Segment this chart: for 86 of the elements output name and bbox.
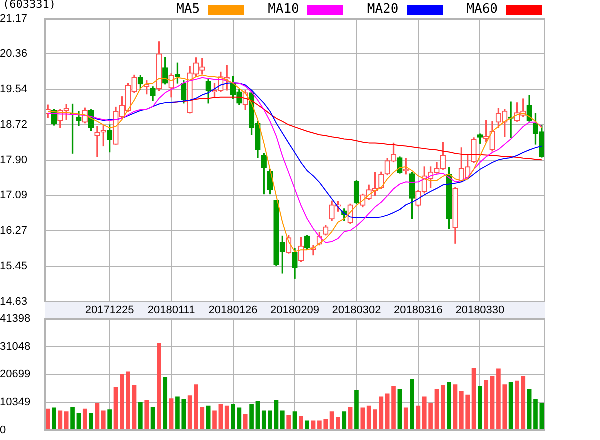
x-tick-label: 20180126: [208, 304, 258, 317]
bar: [256, 401, 260, 430]
bar: [416, 406, 421, 430]
bar: [150, 406, 156, 430]
bar: [280, 410, 285, 430]
y-tick-label: 31048: [0, 340, 31, 353]
bar: [138, 402, 143, 430]
bar: [508, 382, 514, 430]
y-tick-label: 15.45: [0, 260, 28, 273]
bar: [163, 377, 168, 430]
bar: [305, 420, 310, 430]
bar: [250, 404, 254, 430]
bar: [89, 413, 94, 430]
x-tick-label: 20171225: [85, 304, 134, 317]
y-tick-label: 18.72: [0, 119, 28, 132]
bar: [366, 406, 372, 430]
bar: [237, 408, 242, 430]
bar: [144, 400, 150, 430]
y-tick-label: 19.54: [0, 84, 28, 96]
bar: [212, 410, 217, 430]
x-tick-label: 20180111: [148, 304, 196, 317]
bar: [478, 386, 482, 430]
bar: [490, 376, 495, 430]
bar: [348, 406, 353, 430]
y-tick-label: 20699: [0, 368, 31, 381]
bar: [76, 413, 82, 430]
y-tick-label: 17.90: [0, 154, 28, 167]
legend-label: MA60: [466, 2, 498, 17]
bar: [336, 417, 340, 430]
bar: [540, 403, 544, 430]
bar: [434, 389, 440, 430]
bar: [398, 389, 402, 430]
bar: [243, 414, 248, 430]
bar: [132, 385, 137, 430]
bar: [206, 406, 211, 430]
x-tick-label: 20180209: [270, 304, 320, 317]
bar: [292, 412, 298, 430]
bar: [231, 404, 236, 430]
y-tick-label: 21.17: [0, 13, 28, 26]
bar: [70, 406, 75, 430]
bar: [114, 387, 118, 430]
bar: [342, 412, 347, 430]
bar: [447, 382, 452, 430]
legend-label: MA20: [367, 2, 399, 17]
bar: [108, 410, 112, 430]
legend-label: MA10: [268, 2, 300, 17]
y-tick-label: 16.27: [0, 225, 28, 238]
bar: [218, 404, 224, 430]
bar: [404, 408, 408, 430]
bar: [299, 416, 304, 430]
bar: [354, 390, 359, 430]
bar: [82, 408, 88, 430]
bar: [472, 368, 476, 430]
y-tick-label: 20.36: [0, 48, 28, 60]
bar: [379, 396, 384, 430]
bar: [224, 406, 230, 430]
chart-title: (603331): [3, 0, 56, 11]
bar: [373, 410, 378, 430]
bar: [188, 396, 192, 430]
bar: [274, 400, 279, 430]
bar: [157, 342, 162, 430]
bar: [484, 380, 489, 430]
bar: [46, 408, 50, 430]
x-tick-label: 20180316: [394, 304, 443, 317]
bar: [360, 408, 366, 430]
bar: [169, 398, 174, 430]
bar: [95, 403, 100, 430]
bar: [453, 384, 458, 430]
bar: [527, 389, 532, 430]
bar: [534, 399, 538, 430]
bar: [330, 412, 334, 430]
bar: [101, 410, 106, 430]
y-tick-label: 17.09: [0, 190, 28, 202]
y-tick-label: 41398: [0, 313, 31, 326]
y-tick-label: 10349: [0, 396, 31, 409]
bar: [440, 385, 446, 430]
x-tick-label: 20180330: [456, 304, 505, 317]
y-tick-label: 0: [0, 424, 6, 436]
y-tick-label: 14.63: [0, 296, 28, 308]
x-tick-label: 20180302: [332, 304, 382, 317]
bar: [410, 379, 414, 430]
bar: [286, 415, 291, 430]
bar: [64, 412, 69, 430]
legend-label: MA5: [176, 2, 200, 17]
bar: [52, 408, 56, 430]
bar: [311, 420, 316, 430]
